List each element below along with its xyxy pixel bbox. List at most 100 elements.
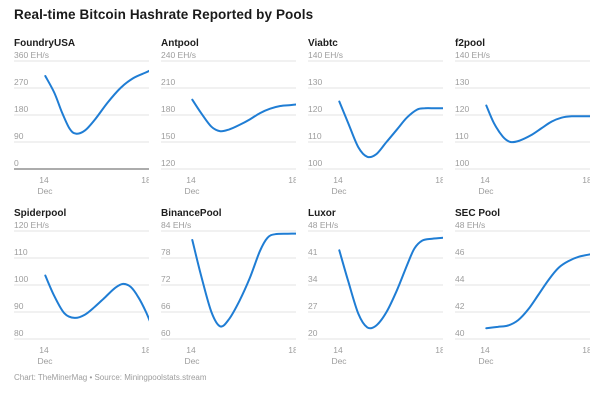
axis-tick-label: 27 xyxy=(308,301,318,311)
chart-antpool: Antpool 240 EH/s 210 180 150 120 14 Dec 18 xyxy=(161,38,296,202)
chart-title: Spiderpool xyxy=(14,208,67,219)
axis-tick-label: 48 EH/s xyxy=(455,222,485,230)
axis-tick-label: 18 xyxy=(582,345,590,355)
hashrate-line xyxy=(191,232,296,328)
axis-tick-label: 60 xyxy=(161,328,171,338)
axis-tick-label: 100 xyxy=(14,274,28,284)
hashrate-line xyxy=(338,236,443,330)
axis-tick-label: 140 EH/s xyxy=(308,52,343,60)
chart-spiderpool: Spiderpool 120 EH/s 110 100 90 80 14 Dec 18 xyxy=(14,208,149,372)
axis-tick-label: Dec xyxy=(478,356,494,366)
hashrate-line xyxy=(191,98,296,133)
axis-tick-label: 120 EH/s xyxy=(14,222,49,230)
axis-tick-label: 34 xyxy=(308,274,318,284)
axis-tick-label: 48 EH/s xyxy=(308,222,338,230)
axis-tick-label: 110 xyxy=(308,131,322,141)
axis-tick-label: 120 xyxy=(455,104,469,114)
chart-luxor: Luxor 48 EH/s 41 34 27 20 14 Dec 18 xyxy=(308,208,443,372)
axis-tick-label: 72 xyxy=(161,274,171,284)
axis-tick-label: 44 xyxy=(455,274,465,284)
chart-title: BinancePool xyxy=(161,208,222,219)
axis-tick-label: 14 xyxy=(333,345,343,355)
axis-tick-label: 150 xyxy=(161,131,175,141)
axis-tick-label: 180 xyxy=(14,104,28,114)
axis-tick-label: Dec xyxy=(331,186,347,196)
axis-tick-label: Dec xyxy=(478,186,494,196)
chart-title: SEC Pool xyxy=(455,208,501,219)
axis-tick-label: 18 xyxy=(141,345,149,355)
axis-tick-label: 0 xyxy=(14,158,19,168)
axis-tick-label: 78 xyxy=(161,247,171,257)
axis-tick-label: 270 xyxy=(14,77,28,87)
axis-tick-label: 41 xyxy=(308,247,318,257)
axis-tick-label: 180 xyxy=(161,104,175,114)
axis-tick-label: Dec xyxy=(184,356,200,366)
hashrate-line xyxy=(44,274,149,322)
axis-tick-label: 14 xyxy=(186,175,196,185)
hashrate-line xyxy=(338,100,443,159)
axis-tick-label: 46 xyxy=(455,247,465,257)
axis-tick-label: 90 xyxy=(14,301,24,311)
axis-tick-label: 18 xyxy=(288,175,296,185)
axis-tick-label: 240 EH/s xyxy=(161,52,196,60)
chart-title: Antpool xyxy=(161,38,199,49)
axis-tick-label: 14 xyxy=(333,175,343,185)
axis-tick-label: 110 xyxy=(455,131,469,141)
axis-tick-label: 66 xyxy=(161,301,171,311)
chart-title: Luxor xyxy=(308,208,336,219)
hashrate-line xyxy=(485,104,590,144)
axis-tick-label: 18 xyxy=(582,175,590,185)
axis-tick-label: 18 xyxy=(141,175,149,185)
axis-tick-label: 18 xyxy=(435,175,443,185)
axis-tick-label: 100 xyxy=(455,158,469,168)
axis-tick-label: 110 xyxy=(14,247,28,257)
axis-tick-label: 80 xyxy=(14,328,24,338)
axis-tick-label: 100 xyxy=(308,158,322,168)
axis-tick-label: 14 xyxy=(186,345,196,355)
axis-tick-label: 210 xyxy=(161,77,175,87)
chart-viabtc: Viabtc 140 EH/s 130 120 110 100 14 Dec 18 xyxy=(308,38,443,202)
chart-title: FoundryUSA xyxy=(14,38,76,49)
chart-title: f2pool xyxy=(455,38,485,49)
axis-tick-label: 18 xyxy=(435,345,443,355)
axis-tick-label: 140 EH/s xyxy=(455,52,490,60)
page-title: Real-time Bitcoin Hashrate Reported by P… xyxy=(14,7,314,22)
hashrate-line xyxy=(44,69,149,135)
hashrate-line xyxy=(485,253,590,330)
chart-sec-pool: SEC Pool 48 EH/s 46 44 42 40 14 Dec 18 xyxy=(455,208,590,372)
axis-tick-label: 40 xyxy=(455,328,465,338)
axis-tick-label: 120 xyxy=(161,158,175,168)
axis-tick-label: Dec xyxy=(331,356,347,366)
axis-tick-label: 360 EH/s xyxy=(14,52,49,60)
axis-tick-label: 14 xyxy=(39,345,49,355)
axis-tick-label: 120 xyxy=(308,104,322,114)
axis-tick-label: 130 xyxy=(308,77,322,87)
axis-tick-label: 130 xyxy=(455,77,469,87)
chart-foundryusa: FoundryUSA 360 EH/s 270 180 90 0 14 Dec 18 xyxy=(14,38,149,202)
axis-tick-label: Dec xyxy=(37,186,53,196)
source-credit: Chart: TheMinerMag • Source: Miningpools… xyxy=(14,373,207,382)
axis-tick-label: 42 xyxy=(455,301,465,311)
axis-tick-label: 14 xyxy=(39,175,49,185)
axis-tick-label: 14 xyxy=(480,345,490,355)
chart-binancepool: BinancePool 84 EH/s 78 72 66 60 14 Dec 18 xyxy=(161,208,296,372)
axis-tick-label: 84 EH/s xyxy=(161,222,191,230)
axis-tick-label: Dec xyxy=(184,186,200,196)
axis-tick-label: 14 xyxy=(480,175,490,185)
axis-tick-label: 18 xyxy=(288,345,296,355)
chart-title: Viabtc xyxy=(308,38,338,49)
axis-tick-label: 20 xyxy=(308,328,318,338)
small-multiples-grid: FoundryUSA 360 EH/s 270 180 90 0 14 Dec 18 Antpoo… xyxy=(14,38,590,372)
axis-tick-label: Dec xyxy=(37,356,53,366)
chart-f2pool: f2pool 140 EH/s 130 120 110 100 14 Dec 18 xyxy=(455,38,590,202)
axis-tick-label: 90 xyxy=(14,131,24,141)
